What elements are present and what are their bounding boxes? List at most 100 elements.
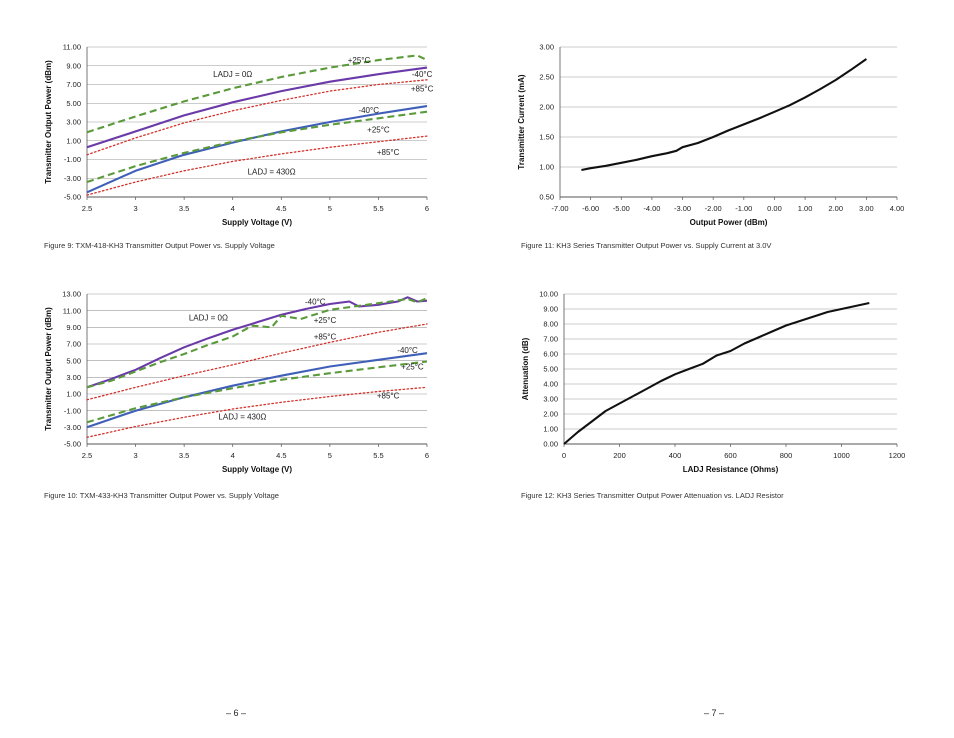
y-tick-label: 9.00 — [66, 61, 81, 70]
x-tick-label: 0.00 — [767, 204, 782, 213]
y-tick-label: 1.00 — [543, 425, 558, 434]
y-tick-label: 3.00 — [66, 373, 81, 382]
x-tick-label: 3 — [133, 451, 137, 460]
series-line-3 — [86, 79, 428, 156]
x-tick-label: 5.5 — [373, 204, 383, 213]
y-tick-label: 1.50 — [539, 133, 554, 142]
y-tick-label: 6.00 — [543, 350, 558, 359]
series-line-6 — [86, 135, 428, 196]
y-tick-label: 13.00 — [62, 290, 81, 299]
y-tick-label: 11.00 — [63, 43, 81, 52]
x-tick-label: -7.00 — [551, 204, 568, 213]
series-line-6 — [86, 386, 428, 438]
x-tick-label: 6 — [425, 204, 429, 213]
page-number-7: – 7 – — [704, 708, 725, 718]
annotation-label: -40°C — [305, 298, 326, 307]
annotation-label: +85°C — [377, 148, 400, 157]
annotation-label: LADJ = 0Ω — [213, 70, 252, 79]
y-tick-label: 2.50 — [539, 73, 554, 82]
annotation-label: +85°C — [314, 333, 337, 342]
x-tick-label: 5 — [328, 451, 332, 460]
x-tick-label: 1000 — [833, 451, 850, 460]
figure-12-caption: Figure 12: KH3 Series Transmitter Output… — [521, 491, 784, 500]
y-tick-label: -5.00 — [64, 440, 81, 449]
x-axis-label: Output Power (dBm) — [690, 218, 768, 227]
annotation-label: -40°C — [412, 70, 433, 79]
figure-10-caption: Figure 10: TXM-433-KH3 Transmitter Outpu… — [44, 491, 279, 500]
x-tick-label: 6 — [425, 451, 429, 460]
y-tick-label: 4.00 — [543, 380, 558, 389]
annotation-label: +25°C — [348, 56, 371, 65]
series-line-5 — [86, 110, 428, 183]
x-tick-label: 0 — [562, 451, 566, 460]
chart-1: -5.00 -3.00 -1.00 1.00 3.00 5.00 7.00 9.00 11.00… — [44, 43, 434, 227]
series-line-2 — [86, 54, 428, 134]
x-tick-label: -3.00 — [674, 204, 691, 213]
x-tick-label: 4.5 — [276, 451, 286, 460]
series-line-5 — [86, 360, 428, 424]
annotation-label: LADJ = 430Ω — [248, 168, 296, 177]
y-tick-label: 3.00 — [543, 395, 558, 404]
page-number-6: – 6 – — [226, 708, 247, 718]
x-tick-label: 3.5 — [179, 204, 189, 213]
y-axis-label: Transmitter Output Power (dBm) — [44, 307, 53, 431]
annotation-label: +85°C — [411, 84, 434, 93]
y-tick-label: 11.00 — [63, 306, 81, 315]
series-line-1 — [563, 301, 870, 445]
y-tick-label: 3.00 — [539, 43, 554, 52]
y-tick-label: 8.00 — [543, 320, 558, 329]
series-line-3 — [86, 323, 428, 401]
x-tick-label: 200 — [613, 451, 626, 460]
y-tick-label: 0.50 — [539, 193, 554, 202]
y-tick-label: 2.00 — [543, 410, 558, 419]
series-line-4 — [86, 352, 428, 429]
series-line-2 — [86, 297, 428, 389]
annotation-label: +25°C — [367, 126, 390, 135]
figure-9-caption: Figure 9: TXM-418-KH3 Transmitter Output… — [44, 241, 275, 250]
series-line-1 — [581, 58, 868, 172]
y-tick-label: 5.00 — [543, 365, 558, 374]
y-tick-label: 1.00 — [539, 163, 554, 172]
y-tick-label: 10.00 — [539, 290, 558, 299]
chart-3: 0.50 1.00 1.50 2.00 2.50 3.00 -7.00 -6.00 -5.00 -… — [517, 43, 904, 227]
x-tick-label: -5.00 — [613, 204, 630, 213]
x-axis-label: LADJ Resistance (Ohms) — [683, 465, 779, 474]
y-tick-label: 9.00 — [543, 305, 558, 314]
x-tick-label: 2.00 — [828, 204, 843, 213]
x-tick-label: 1.00 — [798, 204, 813, 213]
y-tick-label: 3.00 — [66, 118, 81, 127]
annotation-label: -40°C — [358, 106, 379, 115]
x-tick-label: 4 — [231, 451, 235, 460]
y-tick-label: -3.00 — [64, 423, 81, 432]
y-tick-label: 2.00 — [539, 103, 554, 112]
y-tick-label: 1.00 — [66, 136, 81, 145]
y-tick-label: -3.00 — [64, 174, 81, 183]
x-tick-label: -1.00 — [735, 204, 752, 213]
y-tick-label: -5.00 — [64, 193, 81, 202]
x-tick-label: 3.5 — [179, 451, 189, 460]
y-tick-label: 7.00 — [66, 80, 81, 89]
y-tick-label: 1.00 — [66, 390, 81, 399]
annotation-label: +25°C — [314, 316, 337, 325]
y-tick-label: 9.00 — [66, 323, 81, 332]
x-tick-label: 3.00 — [859, 204, 874, 213]
chart-4: 0.00 1.00 2.00 3.00 4.00 5.00 6.00 7.00 8.00 9.00… — [521, 290, 905, 474]
annotation-label: LADJ = 0Ω — [189, 313, 228, 322]
y-axis-label: Transmitter Output Power (dBm) — [44, 60, 53, 184]
figure-11-caption: Figure 11: KH3 Series Transmitter Output… — [521, 241, 772, 250]
x-axis-label: Supply Voltage (V) — [222, 465, 292, 474]
x-tick-label: 5 — [328, 204, 332, 213]
x-tick-label: 4 — [231, 204, 235, 213]
x-tick-label: 5.5 — [373, 451, 383, 460]
x-tick-label: -2.00 — [705, 204, 722, 213]
x-tick-label: -4.00 — [643, 204, 660, 213]
x-tick-label: 2.5 — [82, 204, 92, 213]
x-tick-label: 800 — [780, 451, 793, 460]
y-tick-label: 5.00 — [66, 99, 81, 108]
annotation-label: +25°C — [401, 363, 424, 372]
y-axis-label: Transmitter Current (mA) — [517, 74, 526, 169]
x-tick-label: 600 — [724, 451, 737, 460]
x-tick-label: 3 — [133, 204, 137, 213]
chart-2: -5.00 -3.00 -1.00 1.00 3.00 5.00 7.00 9.00 11.00… — [44, 290, 429, 474]
